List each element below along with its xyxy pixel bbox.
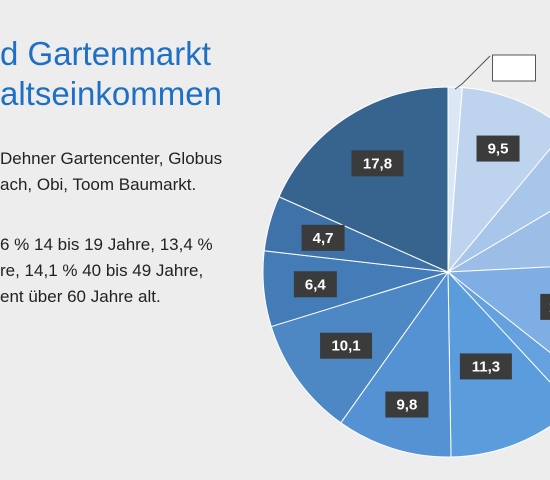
title-line-1: d Gartenmarkt — [0, 35, 211, 72]
source-text: Dehner Gartencenter, Globus ach, Obi, To… — [0, 146, 222, 198]
slice-label: 4,7 — [313, 230, 334, 247]
age-line-2: re, 14,1 % 40 bis 49 Jahre, — [0, 261, 204, 280]
slice-label: 9,5 — [488, 141, 509, 158]
slice-label-box — [351, 150, 404, 177]
slice-label-box — [320, 332, 373, 359]
slice-label: 13 — [549, 299, 550, 316]
age-text: 6 % 14 bis 19 Jahre, 13,4 % re, 14,1 % 4… — [0, 232, 213, 310]
slice-label-box — [492, 54, 536, 82]
slice-label: 17,8 — [363, 155, 392, 172]
slice-label: 11,3 — [472, 358, 500, 375]
slice-label-box — [385, 391, 429, 418]
age-line-1: 6 % 14 bis 19 Jahre, 13,4 % — [0, 235, 213, 254]
slice-label-box — [540, 293, 550, 320]
source-line-1: Dehner Gartencenter, Globus — [0, 149, 223, 168]
slice-label-box — [476, 135, 520, 162]
slice-label-box — [301, 224, 345, 251]
slice-label-box — [459, 353, 512, 380]
leader-lines — [454, 55, 491, 90]
slice-label-box — [293, 271, 337, 298]
slice-label: 9,8 — [396, 397, 417, 414]
pie-slice — [447, 210, 550, 273]
pie-slice — [447, 87, 550, 274]
pie-slice — [446, 266, 550, 354]
slice-labels: 1,2 9,5 13 11,3 9,8 10,1 6,4 4,7 17,8 — [293, 54, 550, 418]
pie-slice — [278, 86, 449, 273]
pie-slice — [447, 148, 550, 273]
slice-label: 6,4 — [305, 276, 327, 293]
leader-line — [454, 55, 491, 90]
source-line-2: ach, Obi, Toom Baumarkt. — [0, 175, 197, 194]
slice-label: 10,1 — [331, 338, 360, 355]
slice-label: 1,2 — [504, 60, 525, 77]
chart-title: d Gartenmarkt altseinkommen — [0, 34, 222, 114]
title-line-2: altseinkommen — [0, 75, 222, 112]
age-line-3: ent über 60 Jahre alt. — [0, 287, 161, 306]
